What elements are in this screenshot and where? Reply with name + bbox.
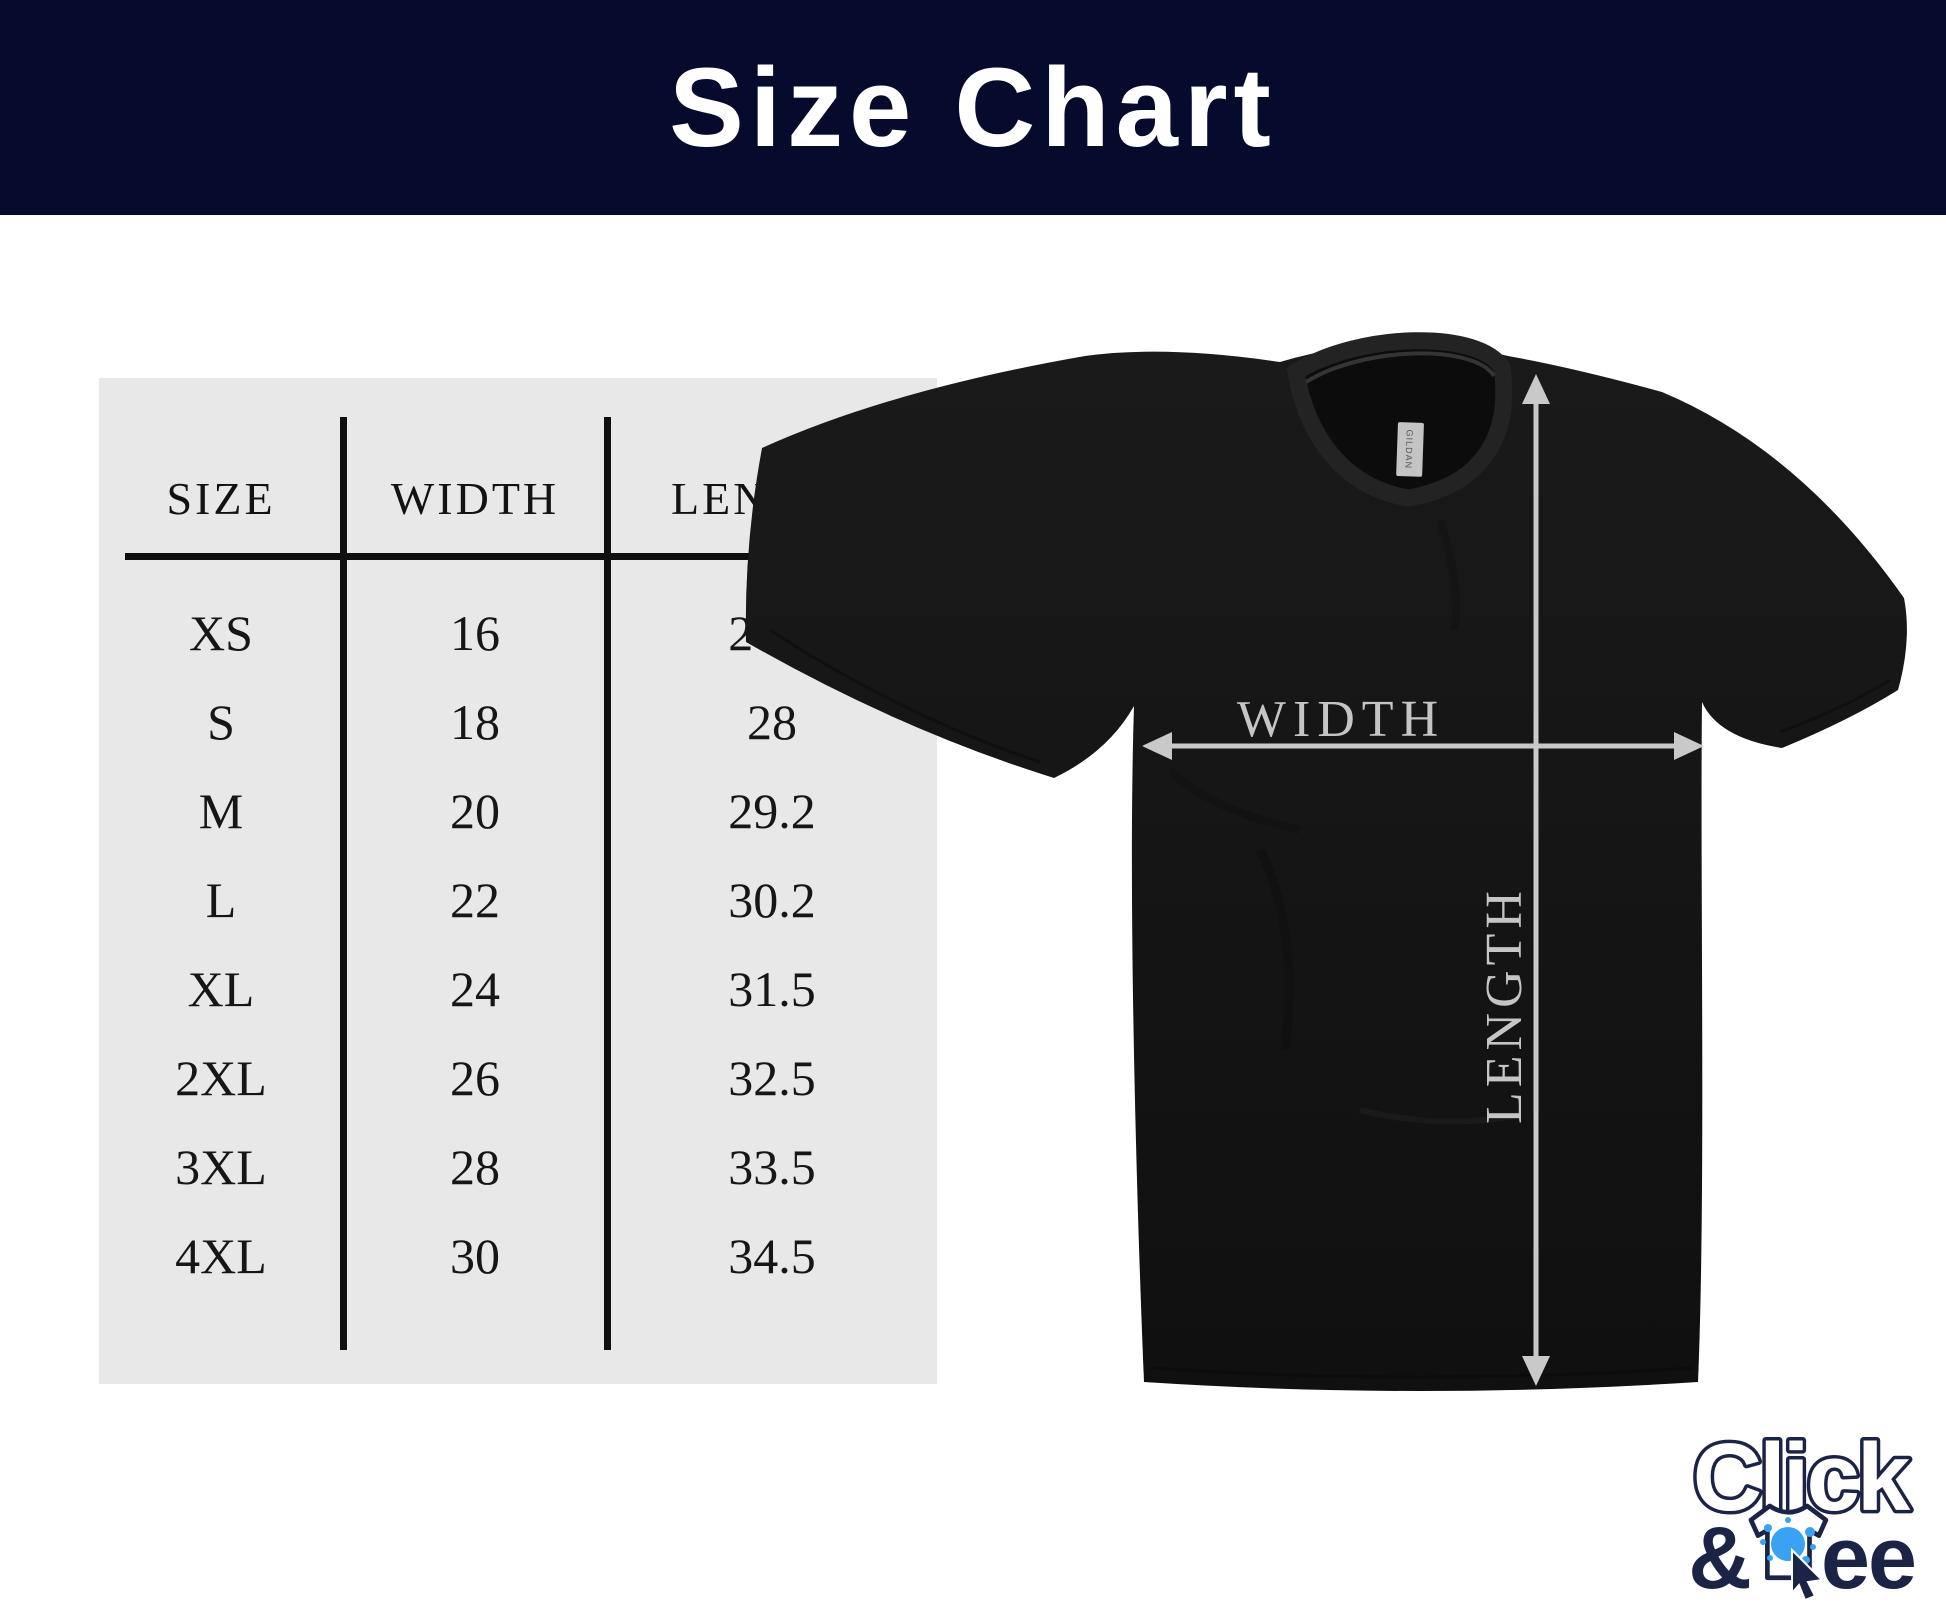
- neck-opening: [1296, 340, 1504, 498]
- table-cell-length: 32.5: [728, 1049, 816, 1106]
- table-cell-size: XL: [187, 960, 255, 1017]
- neck-tag-brand: GILDAN: [1403, 429, 1414, 469]
- width-label: WIDTH: [1237, 691, 1445, 748]
- table-cell-width: 20: [450, 782, 500, 839]
- tshirt-measurement-diagram: GILDAN WIDTH LENGTH: [740, 290, 1910, 1400]
- logo-cursor-icon: [1791, 1547, 1825, 1602]
- header-underline: [125, 553, 905, 560]
- logo-paint-splat-icon: [1760, 1517, 1816, 1564]
- wrinkle-shadow: [1167, 767, 1301, 834]
- sleeve-stitch: [769, 628, 1041, 764]
- collar-band: [1286, 332, 1513, 507]
- table-cell-size: S: [207, 693, 235, 750]
- arrow-left-head: [1142, 732, 1172, 760]
- length-measure-arrow: [1522, 374, 1550, 1386]
- click-and-tee-logo: Click & ee: [1688, 1428, 1917, 1603]
- brand-logo: Click & ee: [1650, 1428, 1920, 1603]
- column-header-width: WIDTH: [390, 472, 560, 524]
- table-cell-size: 3XL: [175, 1138, 267, 1195]
- table-cell-width: 30: [450, 1227, 500, 1284]
- table-cell-length: 33.5: [728, 1138, 816, 1195]
- wrinkle-highlight: [1359, 1107, 1521, 1125]
- table-cell-length: 31.5: [728, 960, 816, 1017]
- table-cell-width: 26: [450, 1049, 500, 1106]
- logo-ampersand: &: [1688, 1508, 1752, 1603]
- column-divider-2: [604, 417, 611, 1350]
- table-cell-size: M: [198, 782, 244, 839]
- page-title: Size Chart: [669, 45, 1277, 170]
- tshirt-illustration: GILDAN WIDTH LENGTH: [745, 332, 1907, 1391]
- neck-tag: GILDAN: [1396, 422, 1424, 477]
- table-cell-width: 22: [450, 871, 500, 928]
- table-cell-length: 29.2: [728, 782, 816, 839]
- table-cell-size: 2XL: [175, 1049, 267, 1106]
- table-cell-length: 34.5: [728, 1227, 816, 1284]
- wrinkle-shadow: [1436, 518, 1460, 631]
- arrow-bottom-head: [1522, 1356, 1550, 1386]
- logo-word-ee: ee: [1821, 1508, 1915, 1603]
- table-cell-length: 30.2: [728, 871, 816, 928]
- wrinkle-shadow: [1255, 847, 1294, 1051]
- collar-highlight: [1304, 351, 1496, 384]
- table-cell-size: L: [205, 871, 237, 928]
- table-cell-length: 28: [747, 693, 797, 750]
- table-cell-width: 28: [450, 1138, 500, 1195]
- length-label: LENGTH: [1476, 886, 1533, 1124]
- arrow-top-head: [1522, 374, 1550, 404]
- table-cell-width: 18: [450, 693, 500, 750]
- table-cell-width: 24: [450, 960, 500, 1017]
- arrow-right-head: [1674, 732, 1704, 760]
- hem-stitch: [1149, 1366, 1693, 1379]
- table-cell-size: XS: [189, 604, 253, 661]
- sleeve-stitch: [1779, 678, 1891, 734]
- title-bar: Size Chart: [0, 0, 1946, 215]
- black-tshirt: GILDAN: [745, 332, 1907, 1391]
- table-cell-width: 16: [450, 604, 500, 661]
- width-measure-arrow: [1142, 732, 1704, 760]
- table-cell-size: 4XL: [175, 1227, 267, 1284]
- column-header-size: SIZE: [166, 472, 276, 524]
- column-divider-1: [340, 417, 347, 1350]
